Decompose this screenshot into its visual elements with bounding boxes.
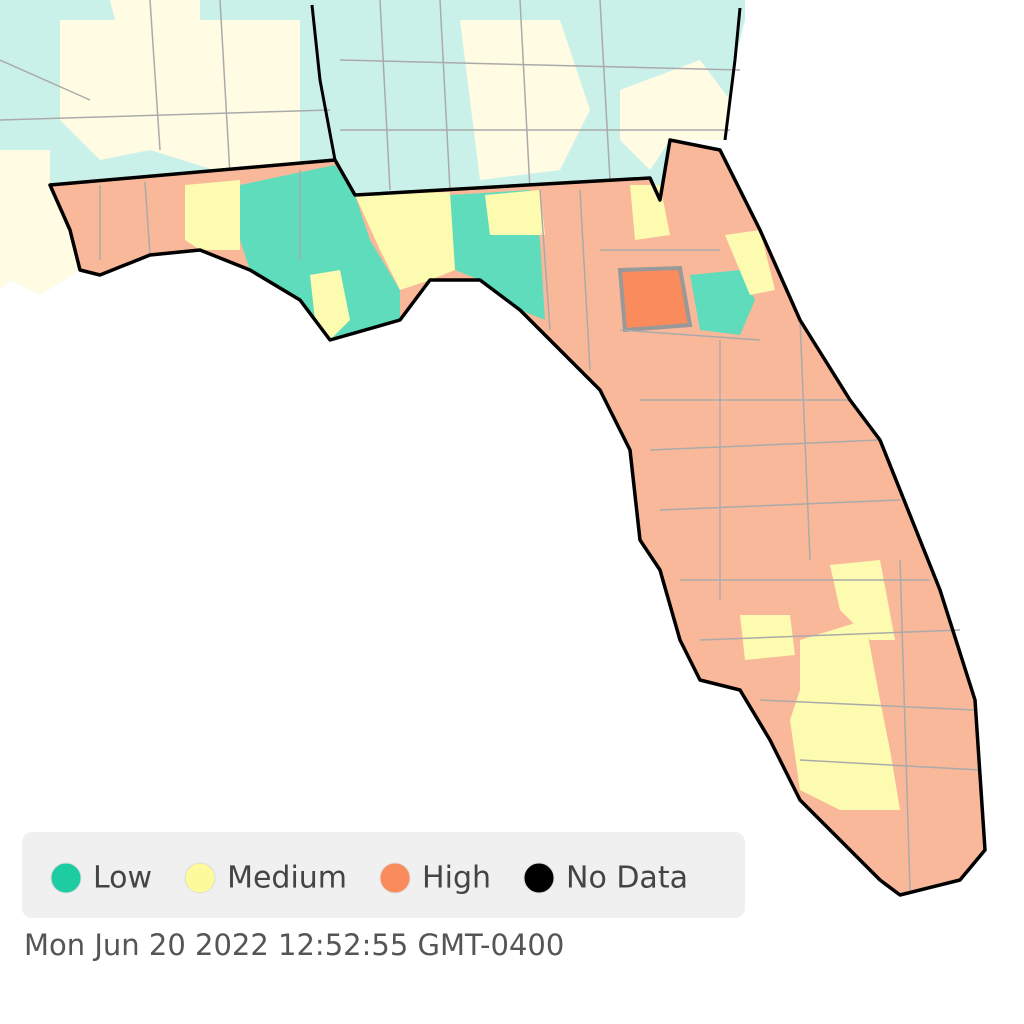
florida: [48, 138, 987, 897]
legend-swatch: [184, 862, 216, 894]
timestamp: Mon Jun 20 2022 12:52:55 GMT-0400: [24, 928, 564, 962]
legend-label: High: [422, 861, 491, 896]
legend-label: Medium: [227, 861, 347, 896]
legend-label: Low: [93, 861, 152, 896]
legend-swatch: [523, 862, 555, 894]
legend-swatch: [50, 862, 82, 894]
legend: Low Medium High No Data: [50, 861, 688, 896]
legend-label: No Data: [566, 861, 688, 896]
neighbor-states: [0, 0, 745, 295]
legend-swatch: [379, 862, 411, 894]
